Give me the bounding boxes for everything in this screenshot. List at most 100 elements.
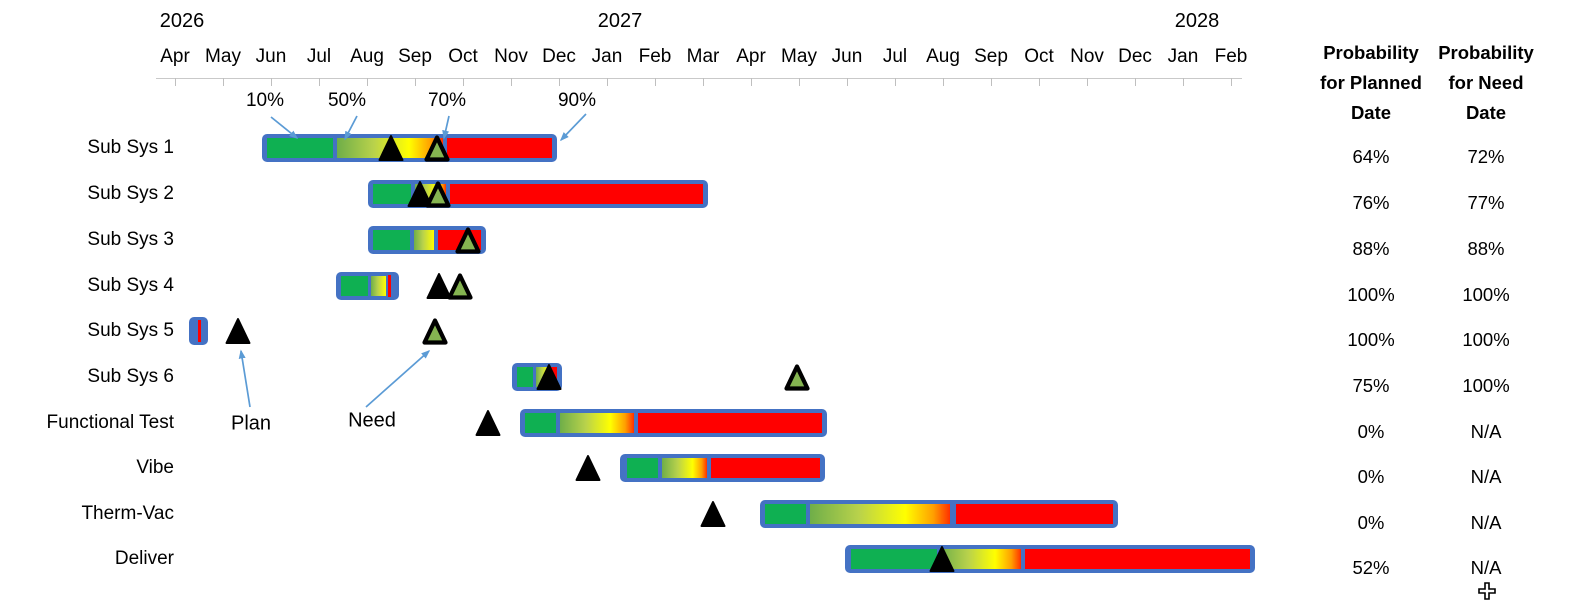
- axis-tick: [943, 78, 944, 86]
- month-label: Jul: [882, 46, 908, 67]
- plan-triangle-marker: [575, 455, 601, 481]
- table-header-line: Date: [1465, 102, 1507, 123]
- month-label: Aug: [350, 46, 384, 67]
- bar-segment-green: [627, 458, 658, 478]
- need-triangle-marker: [784, 364, 810, 391]
- plan-triangle-marker: [378, 135, 404, 161]
- bar-segment-redline: [388, 275, 391, 297]
- year-label: 2028: [1174, 10, 1220, 32]
- bar-segment-green: [373, 230, 410, 250]
- bar-segment-green: [765, 504, 806, 524]
- month-label: Jan: [591, 46, 623, 67]
- axis-tick: [1183, 78, 1184, 86]
- need-triangle-marker: [447, 273, 473, 300]
- bar-segment-green: [851, 549, 937, 569]
- axis-tick: [271, 78, 272, 86]
- table-header-line: Date: [1350, 102, 1392, 123]
- percent-label: 70%: [427, 90, 467, 111]
- year-label: 2027: [597, 10, 643, 32]
- prob-need-value: 100%: [1462, 329, 1510, 350]
- bar-segment-red: [1025, 549, 1250, 569]
- month-label: Sep: [398, 46, 432, 67]
- month-label: Feb: [1214, 46, 1248, 67]
- month-label: Nov: [1070, 46, 1104, 67]
- axis-tick: [991, 78, 992, 86]
- axis-tick: [415, 78, 416, 86]
- prob-need-value: N/A: [1470, 421, 1502, 442]
- axis-tick: [799, 78, 800, 86]
- axis-tick: [751, 78, 752, 86]
- gantt-bar: [845, 545, 1255, 573]
- axis-tick: [1087, 78, 1088, 86]
- axis-tick: [319, 78, 320, 86]
- prob-planned-value: 52%: [1352, 557, 1390, 578]
- percent-arrow: [559, 113, 587, 142]
- prob-planned-value: 0%: [1357, 512, 1385, 533]
- axis-tick: [655, 78, 656, 86]
- bar-segment-red: [450, 184, 703, 204]
- prob-planned-value: 88%: [1352, 238, 1390, 259]
- month-label: Jun: [831, 46, 863, 67]
- table-header-line: Probability: [1438, 42, 1534, 63]
- prob-need-value: 88%: [1467, 238, 1505, 259]
- month-label: Dec: [1118, 46, 1152, 67]
- axis-tick: [463, 78, 464, 86]
- percent-label: 50%: [327, 90, 367, 111]
- prob-planned-value: 100%: [1347, 329, 1395, 350]
- row-label: Deliver: [114, 548, 174, 569]
- prob-planned-value: 100%: [1347, 284, 1395, 305]
- month-label: Feb: [638, 46, 672, 67]
- axis-tick: [175, 78, 176, 86]
- plan-triangle-marker: [407, 181, 433, 207]
- axis-tick: [607, 78, 608, 86]
- month-label: Dec: [542, 46, 576, 67]
- bar-segment-red: [638, 413, 822, 433]
- axis-tick: [1135, 78, 1136, 86]
- plan-callout-label: Plan: [230, 412, 272, 435]
- month-label: Jun: [255, 46, 287, 67]
- need-arrow: [365, 350, 431, 408]
- axis-tick: [1231, 78, 1232, 86]
- axis-tick: [223, 78, 224, 86]
- bar-segment-grad_red: [810, 504, 950, 524]
- plan-triangle-marker: [475, 410, 501, 436]
- axis-tick: [559, 78, 560, 86]
- axis-tick: [511, 78, 512, 86]
- month-label: Nov: [494, 46, 528, 67]
- need-callout-label: Need: [348, 409, 396, 432]
- bar-segment-green: [517, 367, 533, 387]
- gantt-bar: [620, 454, 825, 482]
- bar-segment-green: [373, 184, 411, 204]
- prob-need-value: 77%: [1467, 192, 1505, 213]
- month-label: Mar: [686, 46, 720, 67]
- table-header-col2: Probability for Need Date: [1438, 38, 1534, 128]
- row-label: Sub Sys 2: [87, 183, 174, 204]
- prob-planned-value: 0%: [1357, 421, 1385, 442]
- prob-planned-value: 0%: [1357, 466, 1385, 487]
- plan-triangle-marker: [929, 546, 955, 572]
- row-label: Sub Sys 1: [87, 137, 174, 158]
- prob-need-value: N/A: [1470, 512, 1502, 533]
- month-label: Oct: [1024, 46, 1054, 67]
- gantt-bar: [189, 317, 208, 345]
- percent-label: 10%: [245, 90, 285, 111]
- prob-need-value: 72%: [1467, 146, 1505, 167]
- plan-triangle-marker: [700, 501, 726, 527]
- need-triangle-marker: [425, 181, 451, 208]
- table-header-line: for Planned: [1320, 72, 1422, 93]
- bar-segment-grad_red: [662, 458, 707, 478]
- prob-need-value: 100%: [1462, 284, 1510, 305]
- prob-need-value: N/A: [1470, 466, 1502, 487]
- month-label: Sep: [974, 46, 1008, 67]
- axis-tick: [1039, 78, 1040, 86]
- bar-segment-red: [447, 138, 552, 158]
- bar-segment-green: [267, 138, 333, 158]
- cross-cursor-icon: [1478, 582, 1496, 600]
- table-header-line: for Need: [1448, 72, 1524, 93]
- prob-planned-value: 76%: [1352, 192, 1390, 213]
- table-header-col1: Probability for Planned Date: [1320, 38, 1422, 128]
- bar-segment-redline: [198, 320, 201, 342]
- axis-tick: [703, 78, 704, 86]
- bar-segment-green: [341, 276, 368, 296]
